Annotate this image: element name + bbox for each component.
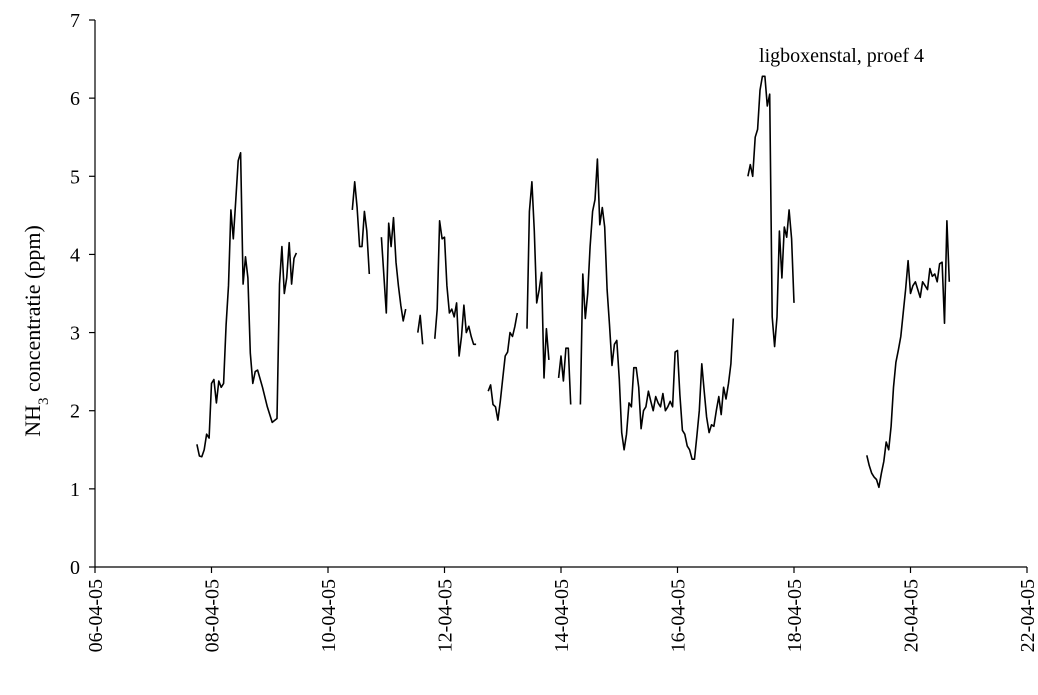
series-segment [866, 220, 951, 489]
x-tick-label: 22-04-05 [1017, 579, 1038, 652]
series-segment [747, 75, 795, 348]
chart-annotation: ligboxenstal, proef 4 [759, 45, 924, 67]
y-axis-ticks: 0 1 2 3 4 5 6 7 [70, 10, 95, 579]
x-tick-label: 08-04-05 [202, 579, 224, 652]
x-tick-label: 06-04-05 [85, 579, 107, 652]
series-segment [557, 347, 572, 405]
x-tick-label: 10-04-05 [318, 579, 340, 652]
x-tick-label: 20-04-05 [901, 579, 923, 652]
nh3-series [196, 75, 951, 489]
y-tick-label: 3 [70, 323, 80, 345]
y-tick-label: 0 [70, 557, 80, 579]
x-tick-label: 18-04-05 [784, 579, 806, 652]
series-segment [351, 181, 371, 275]
y-tick-label: 2 [70, 401, 80, 423]
series-segment [487, 312, 519, 421]
y-tick-label: 1 [70, 479, 80, 501]
y-tick-label: 4 [70, 244, 80, 266]
x-tick-label: 12-04-05 [435, 579, 457, 652]
series-segment [526, 181, 550, 379]
x-tick-label: 16-04-05 [668, 579, 690, 652]
series-segment [380, 216, 407, 322]
series-segment [417, 314, 424, 345]
y-tick-label: 7 [70, 10, 80, 32]
series-segment [196, 152, 298, 458]
y-axis-title: NH3 concentratie (ppm) [20, 225, 52, 437]
y-tick-label: 6 [70, 88, 80, 110]
x-axis-ticks: 06-04-05 08-04-05 10-04-05 12-04-05 14-04-05… [85, 567, 1038, 652]
series-segment [579, 158, 735, 461]
y-tick-label: 5 [70, 166, 80, 188]
x-tick-label: 14-04-05 [551, 579, 573, 652]
series-segment [434, 220, 477, 357]
